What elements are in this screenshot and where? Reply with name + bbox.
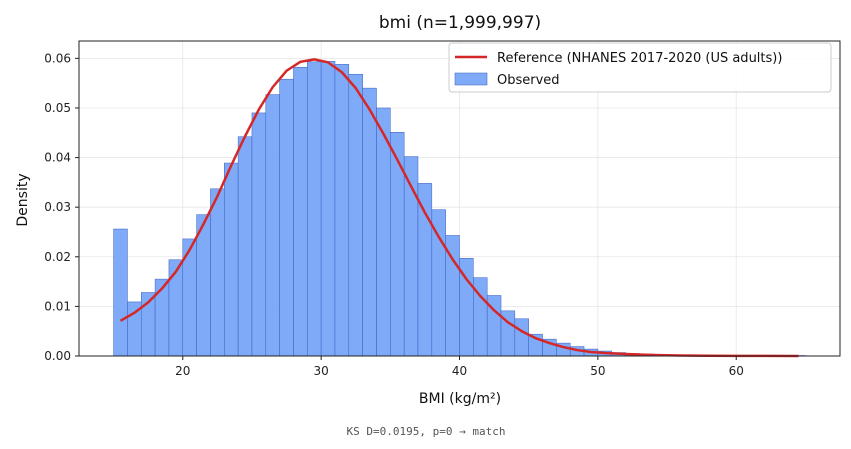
histogram-bar bbox=[168, 259, 184, 357]
histogram-bar bbox=[251, 112, 267, 357]
histogram-bar bbox=[113, 228, 128, 357]
histogram-bar bbox=[431, 209, 446, 357]
legend-reference-label: Reference (NHANES 2017-2020 (US adults)) bbox=[497, 51, 782, 66]
y-tick-label: 0.02 bbox=[44, 250, 71, 264]
x-tick-label: 60 bbox=[729, 364, 744, 378]
histogram-bar bbox=[224, 162, 239, 357]
y-axis-ticks: 0.00 0.01 0.02 0.03 0.04 0.05 0.06 bbox=[44, 51, 79, 363]
reference-line-group bbox=[119, 58, 799, 358]
histogram-bar bbox=[334, 64, 350, 357]
histogram-bar bbox=[196, 214, 211, 357]
x-axis-label: BMI (kg/m²) bbox=[419, 391, 501, 407]
histogram-bar bbox=[279, 78, 294, 357]
reference-line bbox=[119, 58, 799, 358]
x-axis-ticks: 20 30 40 50 60 bbox=[175, 356, 744, 378]
y-tick-label: 0.05 bbox=[44, 101, 71, 115]
x-tick-label: 40 bbox=[452, 364, 467, 378]
histogram-bar bbox=[362, 87, 377, 357]
y-tick-label: 0.00 bbox=[44, 349, 71, 363]
legend-observed-label: Observed bbox=[497, 73, 560, 88]
x-tick-label: 30 bbox=[313, 364, 328, 378]
histogram-bar bbox=[390, 132, 405, 357]
legend-observed-swatch bbox=[454, 72, 488, 86]
x-tick-label: 20 bbox=[175, 364, 190, 378]
histogram-bar bbox=[514, 318, 529, 357]
legend: Reference (NHANES 2017-2020 (US adults))… bbox=[448, 42, 832, 93]
y-tick-label: 0.01 bbox=[44, 299, 71, 313]
histogram-bar bbox=[320, 61, 336, 357]
chart-title: bmi (n=1,999,997) bbox=[379, 13, 541, 33]
legend-box bbox=[448, 42, 832, 93]
ks-annotation: KS D=0.0195, p=0 → match bbox=[347, 425, 506, 438]
x-tick-label: 50 bbox=[590, 364, 605, 378]
y-tick-label: 0.04 bbox=[44, 151, 71, 165]
histogram-bar bbox=[348, 73, 363, 357]
y-tick-label: 0.06 bbox=[44, 51, 71, 65]
histogram-bar bbox=[154, 278, 170, 357]
histogram-bar bbox=[417, 183, 433, 357]
y-tick-label: 0.03 bbox=[44, 200, 71, 214]
histogram-bar bbox=[210, 188, 225, 357]
histogram-bar bbox=[307, 61, 322, 357]
y-axis-label: Density bbox=[15, 173, 31, 226]
histogram-bar bbox=[237, 136, 253, 357]
histogram-bar bbox=[265, 94, 280, 357]
histogram-bar bbox=[293, 67, 308, 357]
